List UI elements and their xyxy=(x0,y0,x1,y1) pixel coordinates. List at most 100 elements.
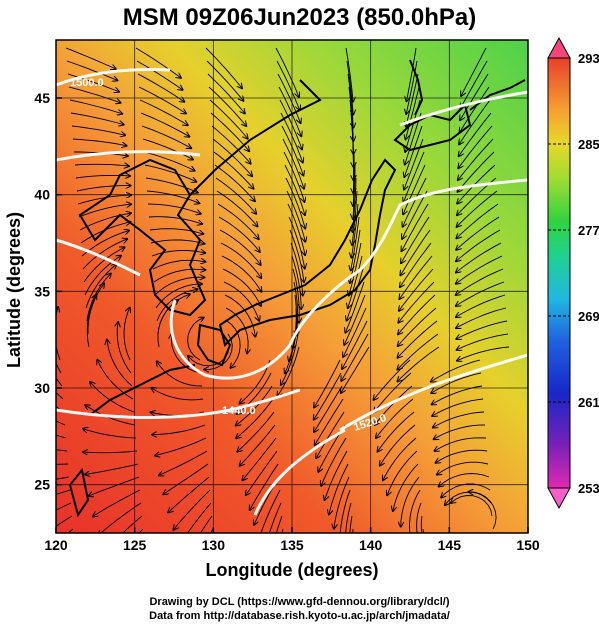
streamline xyxy=(122,515,143,533)
streamline xyxy=(56,449,68,452)
streamline xyxy=(400,229,431,275)
streamline xyxy=(376,398,414,438)
streamline xyxy=(341,333,369,381)
streamline xyxy=(281,125,303,176)
streamline xyxy=(225,307,248,353)
streamline xyxy=(217,203,259,239)
streamline xyxy=(456,320,508,339)
streamline xyxy=(404,151,425,202)
colorbar-tick-label: 285 xyxy=(578,137,599,152)
coast-ryukyu xyxy=(89,364,196,416)
page-title: MSM 09Z06Jun2023 (850.0hPa) xyxy=(122,4,477,31)
streamline xyxy=(279,99,302,149)
streamline xyxy=(387,450,418,495)
streamline xyxy=(212,138,252,176)
streamline xyxy=(351,203,359,258)
streamline xyxy=(70,112,124,125)
streamline xyxy=(402,190,428,239)
streamline xyxy=(280,112,303,162)
contour-label-1500: 1500.0 xyxy=(70,77,104,89)
streamline xyxy=(72,138,127,146)
streamline xyxy=(291,255,301,309)
streamline xyxy=(393,463,419,511)
colorbar-tick-label: 277 xyxy=(578,223,599,238)
streamline xyxy=(349,242,362,296)
coast-manchuria xyxy=(189,79,322,196)
streamline xyxy=(439,473,490,487)
streamline xyxy=(398,281,435,323)
streamline xyxy=(215,177,256,214)
streamline xyxy=(404,125,423,177)
streamline xyxy=(140,112,189,137)
streamline xyxy=(457,333,509,350)
streamline xyxy=(76,186,131,192)
streamline xyxy=(397,333,439,370)
streamline xyxy=(431,359,481,382)
contour-1520 xyxy=(339,353,528,432)
colorbar-tick-label: 269 xyxy=(578,309,599,324)
streamline xyxy=(222,268,261,306)
streamline xyxy=(83,451,138,453)
streamline xyxy=(406,73,419,127)
streamline xyxy=(219,229,261,265)
streamline xyxy=(459,112,492,156)
streamline xyxy=(157,300,178,348)
streamline xyxy=(434,424,486,439)
streamline xyxy=(339,489,351,533)
streamline xyxy=(93,489,141,516)
contour-1500-c xyxy=(56,238,141,277)
streamline xyxy=(89,476,140,496)
streamline xyxy=(200,515,213,533)
streamline xyxy=(67,73,119,92)
streamline xyxy=(65,47,116,69)
colorbar-tick-label: 293 xyxy=(578,51,599,66)
streamline xyxy=(74,164,129,166)
contour-1440-b xyxy=(169,178,528,380)
streamline xyxy=(87,284,104,334)
lon-tick-label: 130 xyxy=(202,537,226,553)
streamline xyxy=(329,463,349,514)
streamline xyxy=(145,177,198,193)
colorbar-tick-label: 261 xyxy=(578,395,599,410)
lat-tick-label: 35 xyxy=(34,283,50,299)
streamline xyxy=(456,255,503,284)
streamline xyxy=(157,361,203,387)
streamline xyxy=(56,463,69,465)
streamline xyxy=(82,239,127,270)
streamline xyxy=(456,229,501,261)
streamline xyxy=(346,60,353,115)
streamline xyxy=(398,320,438,358)
streamline xyxy=(56,476,70,480)
y-axis-label: Latitude (degrees) xyxy=(4,212,24,368)
streamline xyxy=(343,307,367,357)
streamline xyxy=(314,372,342,420)
streamline xyxy=(400,242,432,287)
streamline xyxy=(56,515,73,528)
streamline xyxy=(399,268,434,311)
streamline xyxy=(283,151,305,202)
streamline xyxy=(205,47,242,88)
lon-tick-label: 150 xyxy=(516,537,540,553)
streamline xyxy=(457,164,496,204)
streamline xyxy=(236,398,274,438)
streamline xyxy=(171,334,202,374)
streamline xyxy=(240,359,271,404)
streamline xyxy=(286,190,305,242)
streamline xyxy=(207,73,245,113)
streamline xyxy=(289,229,304,282)
streamline xyxy=(240,424,276,466)
streamline xyxy=(150,239,204,244)
streamline xyxy=(71,125,125,135)
streamline xyxy=(83,429,137,439)
streamline xyxy=(314,385,343,432)
streamline xyxy=(353,165,355,219)
streamline xyxy=(398,307,437,346)
streamline xyxy=(146,190,199,203)
streamline xyxy=(469,492,497,530)
streamline xyxy=(431,372,482,393)
streamline xyxy=(250,463,279,510)
streamline xyxy=(458,125,493,168)
streamline xyxy=(344,294,366,345)
streamline xyxy=(345,281,365,333)
x-axis-label: Longitude (degrees) xyxy=(205,560,378,580)
